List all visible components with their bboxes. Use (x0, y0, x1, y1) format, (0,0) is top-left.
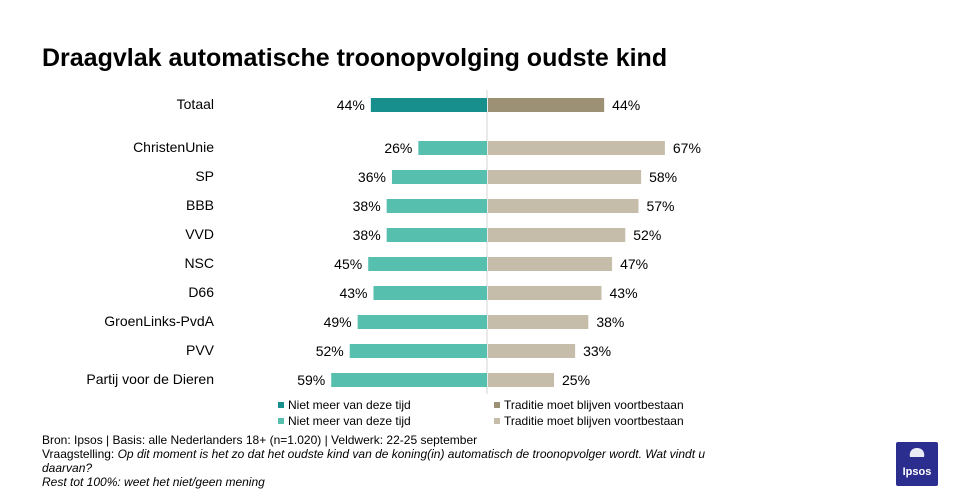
bar-traditie (488, 257, 613, 271)
value-label-niet-meer: 49% (324, 314, 352, 330)
category-label: GroenLinks-PvdA (104, 313, 214, 329)
value-label-niet-meer: 26% (384, 140, 412, 156)
legend-label: Traditie moet blijven voortbestaan (504, 414, 684, 428)
legend-label: Traditie moet blijven voortbestaan (504, 398, 684, 412)
logo-background (896, 442, 938, 486)
legend-label: Niet meer van deze tijd (288, 414, 411, 428)
category-label: SP (195, 168, 214, 184)
bar-niet-meer (386, 199, 487, 213)
value-label-traditie: 58% (649, 169, 677, 185)
legend-swatch (494, 418, 500, 424)
bar-niet-meer (418, 141, 487, 155)
legend-label: Niet meer van deze tijd (288, 398, 411, 412)
value-label-traditie: 47% (620, 256, 648, 272)
footer: Bron: Ipsos | Basis: alle Nederlanders 1… (42, 433, 742, 489)
category-label: VVD (185, 226, 214, 242)
logo-text: Ipsos (903, 466, 932, 478)
category-label: ChristenUnie (133, 139, 214, 155)
bar-traditie (488, 315, 589, 329)
legend-swatch (494, 402, 500, 408)
bar-traditie (488, 228, 626, 242)
value-label-traditie: 67% (673, 140, 701, 156)
value-label-traditie: 44% (612, 97, 640, 113)
bars-group: Totaal 44% 44% ChristenUnie 26% 67% SP 36% 58% BB… (86, 96, 701, 388)
category-label: Totaal (177, 96, 214, 112)
bar-niet-meer (391, 170, 487, 184)
bar-traditie (488, 170, 642, 184)
bar-niet-meer (349, 344, 487, 358)
footer-question: Vraagstelling: Op dit moment is het zo d… (42, 447, 742, 475)
value-label-niet-meer: 36% (358, 169, 386, 185)
category-label: NSC (184, 255, 214, 271)
value-label-niet-meer: 59% (297, 372, 325, 388)
category-label: BBB (186, 197, 214, 213)
bar-niet-meer (331, 373, 487, 387)
value-label-niet-meer: 52% (316, 343, 344, 359)
bar-niet-meer (386, 228, 487, 242)
bar-traditie (488, 286, 602, 300)
footer-source: Bron: Ipsos | Basis: alle Nederlanders 1… (42, 433, 478, 447)
bar-traditie (488, 98, 605, 112)
category-label: D66 (188, 284, 214, 300)
value-label-niet-meer: 43% (339, 285, 367, 301)
category-label: PVV (186, 342, 215, 358)
category-label: Partij voor de Dieren (86, 371, 214, 387)
bar-niet-meer (368, 257, 487, 271)
value-label-traditie: 38% (596, 314, 624, 330)
chart-title: Draagvlak automatische troonopvolging ou… (42, 44, 668, 72)
bar-niet-meer (373, 286, 487, 300)
value-label-niet-meer: 44% (337, 97, 365, 113)
value-label-niet-meer: 38% (353, 198, 381, 214)
legend-swatch (278, 418, 284, 424)
bar-niet-meer (357, 315, 487, 329)
value-label-traditie: 43% (610, 285, 638, 301)
value-label-traditie: 33% (583, 343, 611, 359)
legend: Niet meer van deze tijd Traditie moet bli… (278, 398, 684, 428)
bar-traditie (488, 199, 639, 213)
bar-traditie (488, 373, 554, 387)
diverging-bar-chart: Totaal 44% 44% ChristenUnie 26% 67% SP 36% 58% BB… (86, 90, 701, 428)
value-label-traditie: 52% (633, 227, 661, 243)
ipsos-logo: Ipsos (896, 442, 938, 486)
footer-question-text: Op dit moment is het zo dat het oudste k… (42, 447, 706, 475)
value-label-niet-meer: 45% (334, 256, 362, 272)
bar-traditie (488, 344, 576, 358)
legend-swatch (278, 402, 284, 408)
bar-traditie (488, 141, 665, 155)
logo-emblem-icon (909, 448, 925, 457)
bar-niet-meer (370, 98, 487, 112)
value-label-traditie: 57% (646, 198, 674, 214)
value-label-traditie: 25% (562, 372, 590, 388)
value-label-niet-meer: 38% (353, 227, 381, 243)
footer-rest: Rest tot 100%: weet het niet/geen mening (42, 475, 265, 489)
footer-question-label: Vraagstelling: (42, 447, 115, 461)
